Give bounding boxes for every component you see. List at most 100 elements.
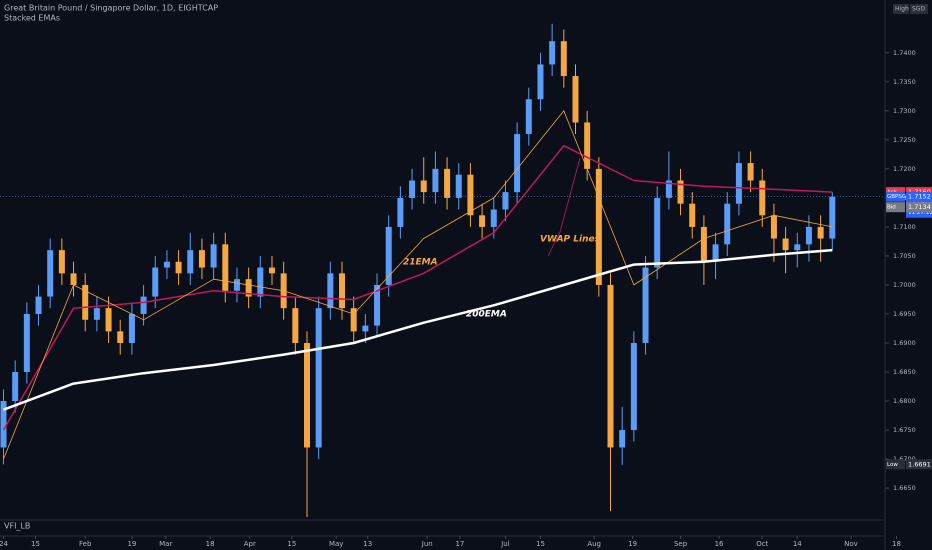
price-tag-text: 1.7152 xyxy=(908,193,931,201)
candle-body xyxy=(712,244,719,262)
y-tick-label: 1.7200 xyxy=(893,165,916,173)
indicator-line xyxy=(3,248,833,411)
candle-body xyxy=(537,64,544,100)
x-tick-label: 19 xyxy=(628,540,637,548)
candle-body xyxy=(455,174,462,198)
annotation: 200EMA xyxy=(466,310,507,320)
candle-body xyxy=(163,261,170,268)
candle-body xyxy=(222,244,229,291)
price-tag-name-text: Bid xyxy=(887,205,896,211)
candle-body xyxy=(327,273,334,309)
price-tag-name xyxy=(886,202,905,213)
x-tick-label: 18 xyxy=(892,540,901,548)
candle-body xyxy=(70,273,77,285)
y-tick-label: 1.6750 xyxy=(893,426,916,434)
candle-body xyxy=(409,180,416,198)
x-tick-label: Sep xyxy=(674,540,688,548)
candle-body xyxy=(187,250,194,274)
candle-body xyxy=(152,267,159,297)
candle-body xyxy=(735,163,742,204)
candle-body xyxy=(654,197,661,268)
x-tick-label: 14 xyxy=(793,540,802,548)
x-tick-label: 17 xyxy=(455,540,464,548)
candle-body xyxy=(595,168,602,285)
indicator-name: Stacked EMAs xyxy=(4,14,60,23)
annotation-arrow xyxy=(547,231,561,257)
candle-body xyxy=(794,244,801,251)
x-tick-label: 18 xyxy=(206,540,215,548)
candle-body xyxy=(210,244,217,268)
candle-body xyxy=(444,168,451,198)
candle-body xyxy=(12,372,19,402)
candle-body xyxy=(642,267,649,343)
x-tick-label: 24 xyxy=(0,540,8,548)
y-tick-label: 1.6950 xyxy=(893,310,916,318)
candle-body xyxy=(630,342,637,431)
candle-body xyxy=(584,122,591,169)
candle-body xyxy=(619,430,626,448)
price-tag-text: 1.6691 xyxy=(908,460,931,468)
x-tick-label: Oct xyxy=(756,540,768,548)
candle-body xyxy=(479,215,486,227)
x-tick-label: 19 xyxy=(127,540,136,548)
x-tick-label: 15 xyxy=(536,540,545,548)
candle-body xyxy=(607,284,614,448)
price-tag-name-text: Low xyxy=(887,462,898,468)
candle-body xyxy=(385,226,392,285)
candle-body xyxy=(245,279,252,297)
candle-body xyxy=(93,308,100,320)
indicator-line xyxy=(3,110,833,460)
candle-body xyxy=(233,279,240,291)
y-tick-label: 1.7400 xyxy=(893,49,916,57)
candle-body xyxy=(514,134,521,193)
price-tag-name-text: GBPSGD xyxy=(887,194,910,200)
candle-body xyxy=(560,41,567,77)
candle-body xyxy=(58,250,65,274)
y-tick-label: 1.7100 xyxy=(893,223,916,231)
price-tag xyxy=(906,202,932,213)
candle-body xyxy=(724,203,731,245)
price-tag-text: 1.7134 xyxy=(908,203,931,211)
candle-body xyxy=(700,226,707,262)
y-tick-label: 1.6800 xyxy=(893,397,916,405)
candle-body xyxy=(23,313,30,373)
y-tick-label: 1.7350 xyxy=(893,78,916,86)
plot-area xyxy=(0,23,836,518)
candle-body xyxy=(140,296,147,314)
currency-tag xyxy=(910,4,928,14)
annotation-arrow xyxy=(559,157,581,233)
x-tick-label: Aug xyxy=(587,540,601,548)
high-tag xyxy=(893,4,909,14)
candle-body xyxy=(339,273,346,309)
chart-title: Great Britain Pound / Singapore Dollar, … xyxy=(4,4,218,13)
y-tick-label: 1.6700 xyxy=(893,455,916,463)
lower-pane-name: VFI_LB xyxy=(4,522,30,531)
price-tag-name xyxy=(886,459,905,470)
candle-body xyxy=(759,180,766,216)
x-tick-label: 15 xyxy=(31,540,40,548)
candle-body xyxy=(128,313,135,343)
annotation: VWAP Lines xyxy=(540,235,601,245)
price-tag xyxy=(906,459,932,470)
x-tick-label: 16 xyxy=(715,540,724,548)
candle-body xyxy=(525,99,532,135)
candle-body xyxy=(198,250,205,268)
candle-body xyxy=(549,41,556,65)
candle-body xyxy=(420,180,427,193)
x-tick-label: Jun xyxy=(421,540,433,548)
candle-body xyxy=(817,226,824,239)
candle-body xyxy=(782,238,789,251)
candle-body xyxy=(257,267,264,297)
candle-body xyxy=(105,308,112,332)
x-tick-label: 13 xyxy=(363,540,372,548)
annotation: 21EMA xyxy=(403,258,438,268)
y-tick-label: 1.6850 xyxy=(893,368,916,376)
candle-body xyxy=(117,331,124,343)
candle-body xyxy=(82,284,89,320)
currency-tag-text: SGD xyxy=(912,6,925,13)
candle-body xyxy=(805,226,812,245)
x-tick-label: May xyxy=(329,540,343,548)
candle-body xyxy=(689,203,696,227)
